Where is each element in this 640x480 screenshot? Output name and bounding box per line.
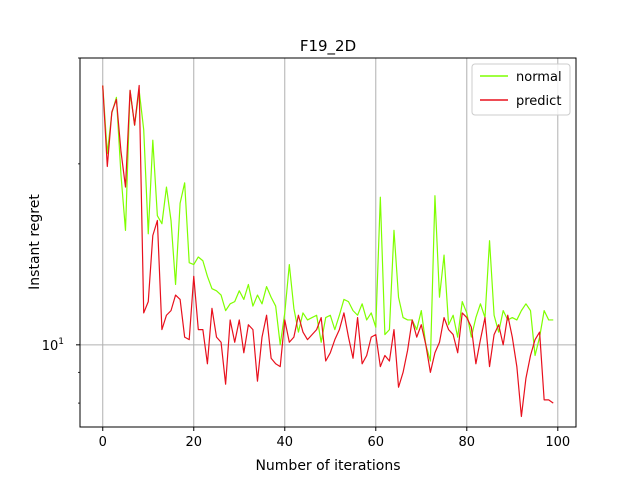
legend-box [471,63,571,116]
axis-ticks: 0 20 40 60 80 100 101 [42,57,570,450]
grid-lines [80,58,576,427]
x-tick-label: 20 [185,435,202,450]
y-tick-base: 10 [42,339,59,354]
legend-label-normal: normal [516,70,562,85]
x-tick-label: 80 [459,435,476,450]
x-axis-label: Number of iterations [255,458,400,474]
y-tick-label: 101 [42,337,64,354]
x-tick-label: 100 [545,435,570,450]
y-axis-label: Instant regret [27,194,43,290]
series-line-normal [102,85,554,362]
axes-frame [79,57,577,428]
series-layer [102,84,554,418]
x-tick-label: 0 [99,435,107,450]
x-tick-label: 60 [368,435,385,450]
legend-label-predict: predict [516,94,561,109]
x-tick-label: 40 [276,435,293,450]
chart-title: F19_2D [300,37,356,56]
legend: normal predict [471,63,571,116]
y-tick-exponent: 1 [58,337,64,347]
series-line-predict [102,84,554,418]
